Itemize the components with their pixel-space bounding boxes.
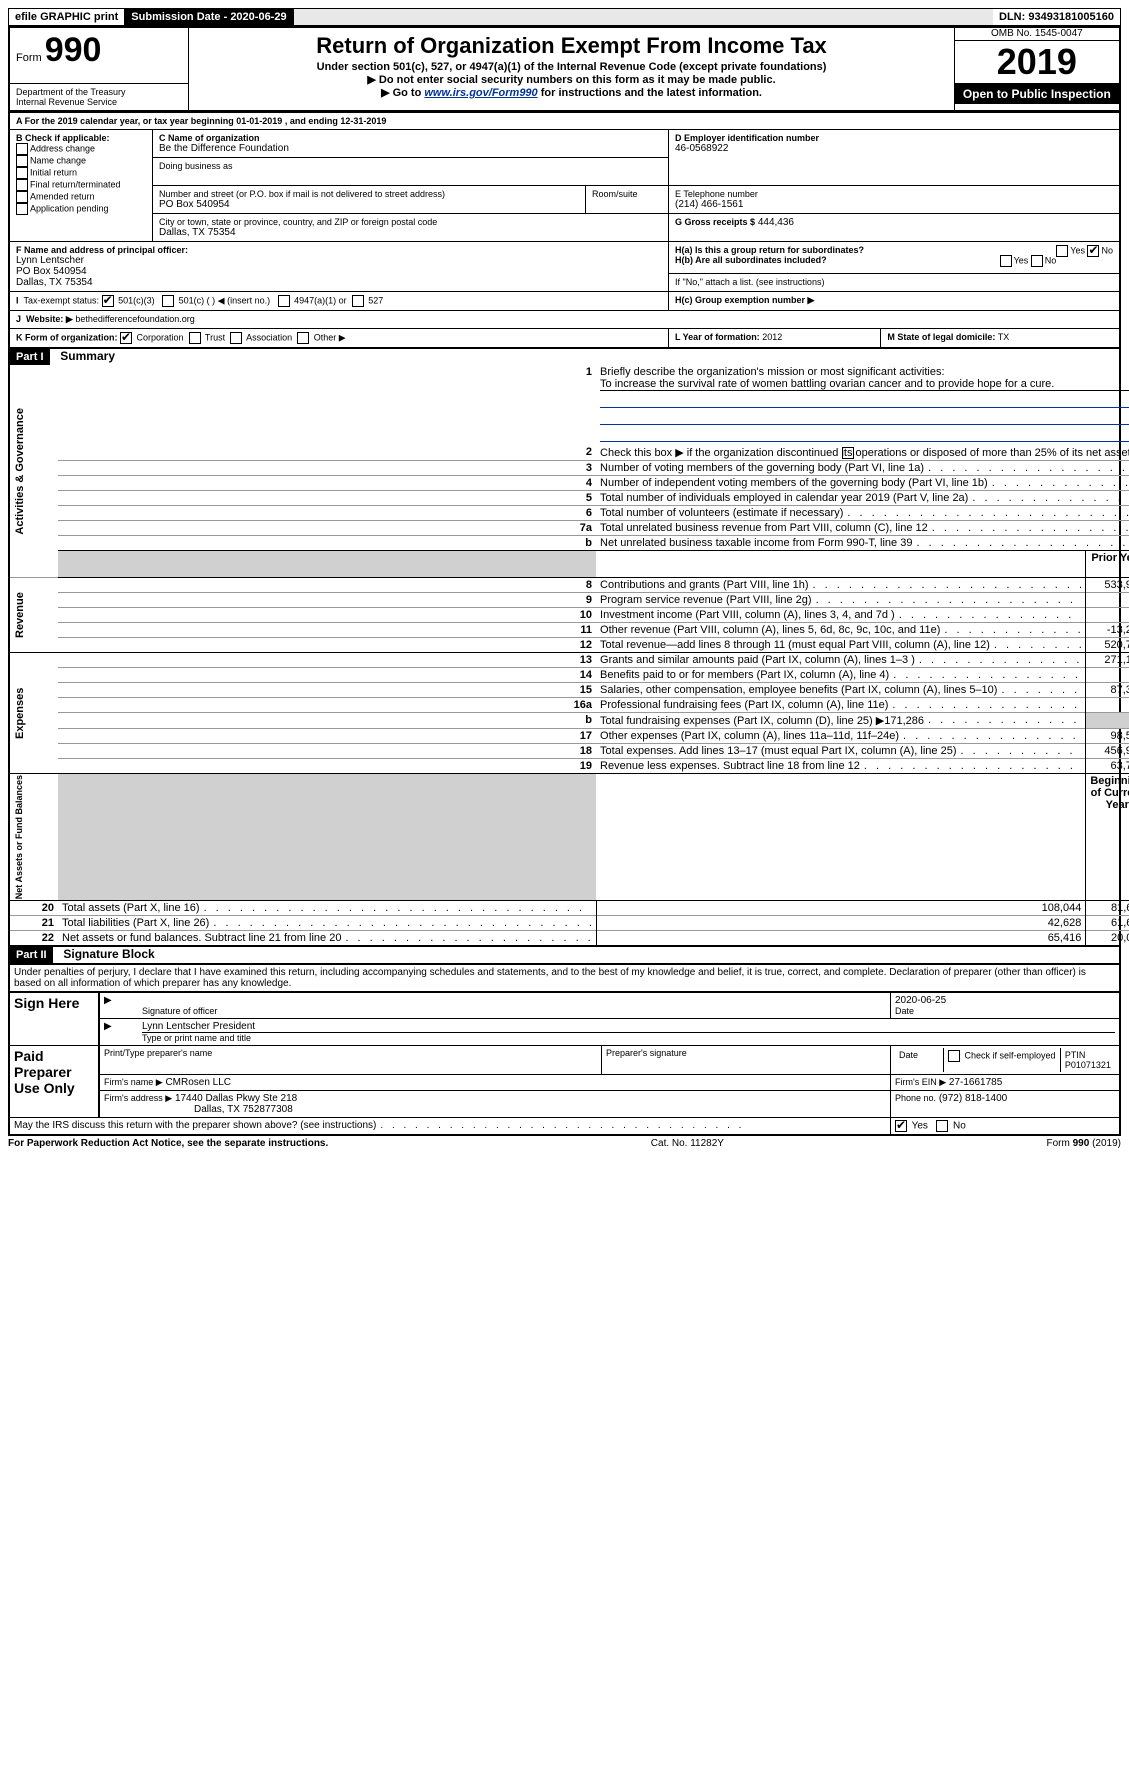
501c-checkbox[interactable]: [162, 295, 174, 307]
org-name: Be the Difference Foundation: [159, 143, 662, 154]
prior-value: [1086, 698, 1129, 713]
perjury-declaration: Under penalties of perjury, I declare th…: [8, 963, 1121, 991]
prior-value: 533,936: [1086, 578, 1129, 593]
initial-return-checkbox[interactable]: [16, 167, 28, 179]
corporation-checkbox[interactable]: [120, 332, 132, 344]
group-return-no[interactable]: [1087, 245, 1099, 257]
instructions-link[interactable]: www.irs.gov/Form990: [424, 87, 537, 99]
netassets-label: Net Assets or Fund Balances: [10, 774, 58, 901]
org-address: PO Box 540954: [159, 199, 579, 210]
firm-ein: 27-1661785: [949, 1077, 1002, 1088]
discuss-yes-checkbox[interactable]: [895, 1120, 907, 1132]
state-domicile: TX: [998, 332, 1010, 342]
subordinates-yes[interactable]: [1000, 255, 1012, 267]
line-num: b: [58, 536, 596, 551]
officer-printed-name: Lynn Lentscher President: [142, 1021, 1115, 1033]
prior-value: 65,416: [596, 931, 1086, 946]
self-employed-checkbox[interactable]: [948, 1050, 960, 1062]
subordinates-no[interactable]: [1031, 255, 1043, 267]
prior-value: 520,718: [1086, 638, 1129, 653]
prior-value: 87,306: [1086, 683, 1129, 698]
page-footer: For Paperwork Reduction Act Notice, see …: [8, 1138, 1121, 1149]
prior-value: [1086, 668, 1129, 683]
prior-value: 271,120: [1086, 653, 1129, 668]
form-label: Form: [16, 52, 42, 64]
officer-name: Lynn Lentscher: [16, 255, 662, 266]
form-number: 990: [45, 31, 102, 69]
name-change-checkbox[interactable]: [16, 155, 28, 167]
prior-value: 63,753: [1086, 759, 1129, 774]
box-b-title: B Check if applicable:: [16, 133, 146, 143]
part2-header: Part II: [10, 947, 53, 963]
line-num: 4: [58, 476, 596, 491]
other-checkbox[interactable]: [297, 332, 309, 344]
year-formation: 2012: [762, 332, 782, 342]
signature-block: Sign Here ▶ Signature of officer 2020-06…: [8, 991, 1121, 1136]
prior-value: [1086, 713, 1129, 729]
tax-year: 2019: [955, 41, 1119, 83]
part2-title: Signature Block: [55, 947, 154, 961]
501c3-checkbox[interactable]: [102, 295, 114, 307]
line-num: 5: [58, 491, 596, 506]
part1-header: Part I: [10, 349, 50, 365]
firm-address: 17440 Dallas Pkwy Ste 218: [175, 1093, 297, 1104]
527-checkbox[interactable]: [352, 295, 364, 307]
return-title: Return of Organization Exempt From Incom…: [195, 33, 947, 59]
current-value: 61,635: [1086, 916, 1129, 931]
form-header: Form 990 Return of Organization Exempt F…: [8, 26, 1121, 112]
prior-value: 98,539: [1086, 729, 1129, 744]
omb-number: OMB No. 1545-0047: [955, 28, 1119, 41]
prior-value: 42,628: [596, 916, 1086, 931]
gross-receipts: 444,436: [758, 217, 794, 228]
ein: 46-0568922: [675, 143, 1113, 154]
mission-text: To increase the survival rate of women b…: [600, 378, 1129, 391]
discuss-no-checkbox[interactable]: [936, 1120, 948, 1132]
line-num: 3: [58, 461, 596, 476]
efile-label[interactable]: efile GRAPHIC print: [9, 9, 125, 25]
open-inspection: Open to Public Inspection: [955, 84, 1119, 104]
ptin: P01071321: [1065, 1060, 1111, 1070]
firm-name: CMRosen LLC: [165, 1077, 231, 1088]
prior-value: -13,221: [1086, 623, 1129, 638]
firm-phone: (972) 818-1400: [939, 1093, 1007, 1104]
top-bar: efile GRAPHIC print Submission Date - 20…: [8, 8, 1121, 26]
trust-checkbox[interactable]: [189, 332, 201, 344]
identity-block: A For the 2019 calendar year, or tax yea…: [8, 112, 1121, 349]
discontinued-checkbox[interactable]: [842, 447, 854, 459]
governance-label: Activities & Governance: [10, 365, 58, 578]
line-num: 6: [58, 506, 596, 521]
submission-date: Submission Date - 2020-06-29: [125, 9, 293, 25]
prior-value: 3: [1086, 608, 1129, 623]
part1-title: Summary: [52, 349, 115, 363]
4947-checkbox[interactable]: [278, 295, 290, 307]
current-value: 20,042: [1086, 931, 1129, 946]
org-city: Dallas, TX 75354: [159, 227, 662, 238]
website[interactable]: bethedifferencefoundation.org: [75, 314, 194, 324]
group-return-yes[interactable]: [1056, 245, 1068, 257]
amended-return-checkbox[interactable]: [16, 191, 28, 203]
telephone: (214) 466-1561: [675, 199, 1113, 210]
association-checkbox[interactable]: [230, 332, 242, 344]
final-return-checkbox[interactable]: [16, 179, 28, 191]
sign-date: 2020-06-25: [895, 995, 1115, 1006]
address-change-checkbox[interactable]: [16, 143, 28, 155]
line-num: 7a: [58, 521, 596, 536]
privacy-note: Do not enter social security numbers on …: [379, 74, 776, 86]
return-subtitle: Under section 501(c), 527, or 4947(a)(1)…: [195, 61, 947, 73]
application-pending-checkbox[interactable]: [16, 203, 28, 215]
treasury-dept: Department of the Treasury Internal Reve…: [9, 84, 189, 112]
dln: DLN: 93493181005160: [993, 9, 1120, 25]
prior-value: [1086, 593, 1129, 608]
current-value: 81,677: [1086, 901, 1129, 916]
prior-value: 456,965: [1086, 744, 1129, 759]
prior-value: 108,044: [596, 901, 1086, 916]
